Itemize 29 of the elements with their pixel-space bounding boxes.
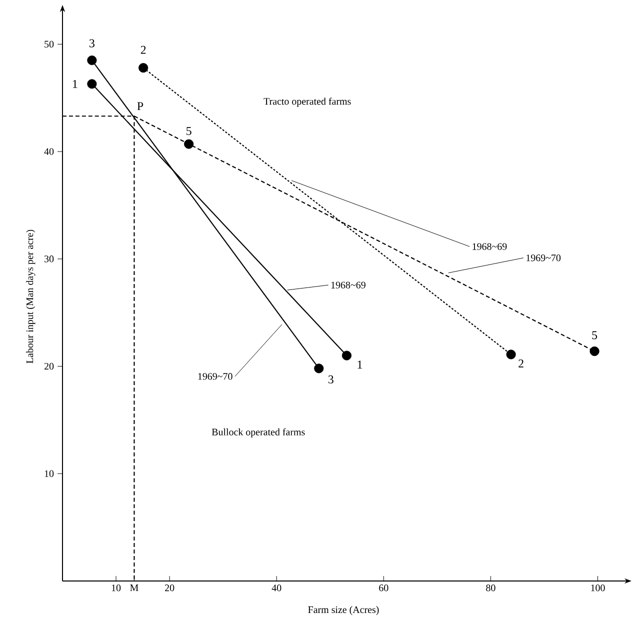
x-tick-label: 100 [591, 584, 605, 592]
annotation: 3 [328, 375, 334, 384]
annotation: 2 [518, 360, 524, 368]
x-tick-label: 80 [486, 584, 496, 592]
annotation: Tracto operated farms [264, 98, 351, 107]
annotation: 5 [592, 331, 598, 340]
y-tick-label: 10 [44, 470, 54, 477]
x-tick-label: 40 [272, 584, 282, 592]
x-tick-label: 10 [112, 584, 121, 592]
y-tick-label: 20 [44, 362, 54, 370]
annotation: 1 [358, 360, 362, 368]
x-tick-label: 20 [165, 584, 174, 592]
annotation: Bullock operated farms [212, 428, 305, 438]
y-tick-label: 30 [44, 256, 54, 262]
annotation: 1968~69 [472, 243, 507, 250]
annotation: P [137, 102, 144, 110]
annotation: 1 [72, 80, 78, 88]
annotation: 1969~70 [526, 254, 561, 262]
annotation: 2 [140, 46, 146, 54]
y-axis-title: Labour input (Man days per acre) [26, 230, 36, 364]
y-tick-label: 40 [44, 148, 54, 155]
annotation: 1968~69 [331, 282, 366, 288]
annotation: 3 [90, 39, 94, 48]
y-tick-label: 50 [44, 40, 54, 48]
annotation: 5 [186, 127, 192, 136]
x-tick-label: 60 [379, 584, 388, 592]
x-tick-label: M [130, 584, 138, 592]
annotation: 1969~70 [198, 373, 232, 380]
x-axis-title: Farm size (Acres) [308, 606, 379, 616]
